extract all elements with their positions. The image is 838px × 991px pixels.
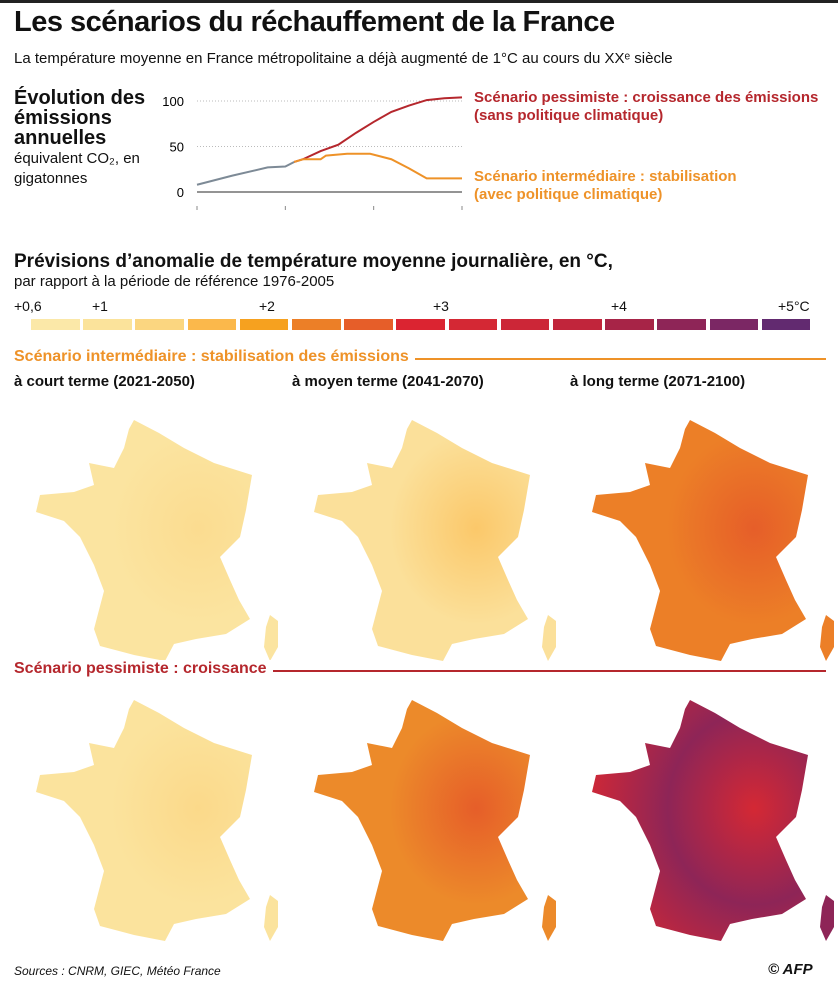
france-mainland	[592, 420, 808, 661]
page-title: Les scénarios du réchauffement de la Fra…	[14, 6, 615, 38]
scale-swatch	[344, 319, 393, 330]
pessimistic-label-line1: Scénario pessimiste : croissance des émi…	[474, 89, 819, 106]
france-mainland	[314, 420, 530, 661]
top-rule	[0, 0, 838, 3]
scale-swatch	[709, 319, 759, 330]
corsica	[542, 895, 556, 941]
corsica	[820, 895, 834, 941]
france-map	[592, 420, 834, 661]
emissions-subtitle: équivalent CO₂, en gigatonnes	[14, 150, 140, 187]
scale-swatch	[31, 319, 80, 330]
column-header: à moyen terme (2041-2070)	[292, 373, 484, 390]
anomaly-title: Prévisions d’anomalie de température moy…	[14, 251, 613, 272]
pessimistic-label-line2: (sans politique climatique)	[474, 107, 664, 124]
emissions-title: Évolution des émissions annuelles	[14, 87, 146, 149]
scale-swatch	[553, 319, 602, 330]
section-rule	[14, 670, 826, 672]
scale-swatch	[448, 319, 498, 330]
intermediate-label-line2: (avec politique climatique)	[474, 186, 663, 203]
pessimistic-label: Scénario pessimiste : croissance des émi…	[474, 89, 818, 125]
corsica	[264, 895, 278, 941]
scale-swatch	[605, 319, 654, 330]
scale-label: +3	[433, 298, 449, 314]
emissions-chart: 0501001950200020502100	[162, 94, 463, 210]
section-title: Scénario pessimiste : croissance	[14, 660, 273, 678]
france-map	[36, 420, 278, 661]
scale-label: +4	[611, 298, 627, 314]
scale-swatch	[292, 319, 341, 330]
scale-swatch	[239, 319, 289, 330]
scale-label: +1	[92, 298, 108, 314]
corsica	[542, 615, 556, 661]
y-tick-label: 0	[177, 185, 184, 200]
color-scale: +0,6 +1 +2 +3 +4 +5°C	[0, 298, 838, 338]
france-map	[314, 420, 556, 661]
france-mainland	[314, 700, 530, 941]
corsica	[264, 615, 278, 661]
section-title: Scénario intermédiaire : stabilisation d…	[14, 348, 415, 366]
section-rule	[14, 358, 826, 360]
y-tick-label: 50	[170, 140, 184, 155]
scale-label: +5°C	[778, 298, 810, 314]
france-map	[592, 700, 834, 941]
anomaly-subtitle: par rapport à la période de référence 19…	[14, 273, 335, 290]
intermediate-label: Scénario intermédiaire : stabilisation (…	[474, 168, 737, 204]
series-line-1	[293, 96, 463, 163]
scale-swatch	[761, 319, 811, 330]
intermediate-label-line1: Scénario intermédiaire : stabilisation	[474, 168, 737, 185]
y-tick-label: 100	[162, 94, 184, 109]
scale-swatch	[83, 319, 132, 330]
column-header: à long terme (2071-2100)	[570, 373, 746, 390]
scale-label: +2	[259, 298, 275, 314]
page-subtitle: La température moyenne en France métropo…	[14, 50, 673, 67]
france-map	[314, 700, 556, 941]
series-line-0	[196, 161, 295, 186]
column-header: à court terme (2021-2050)	[14, 373, 195, 390]
france-mainland	[592, 700, 808, 941]
scale-swatch	[500, 319, 550, 330]
corsica	[820, 615, 834, 661]
series-line-2	[293, 152, 462, 180]
scale-swatch	[135, 319, 184, 330]
scale-swatch	[396, 319, 445, 330]
france-mainland	[36, 420, 252, 661]
france-map	[36, 700, 278, 941]
france-mainland	[36, 700, 252, 941]
scale-swatch	[657, 319, 706, 330]
sources: Sources : CNRM, GIEC, Météo France	[14, 964, 221, 978]
scale-swatch	[187, 319, 237, 330]
afp-logo: © AFP	[768, 961, 813, 978]
scale-label: +0,6	[14, 298, 42, 314]
